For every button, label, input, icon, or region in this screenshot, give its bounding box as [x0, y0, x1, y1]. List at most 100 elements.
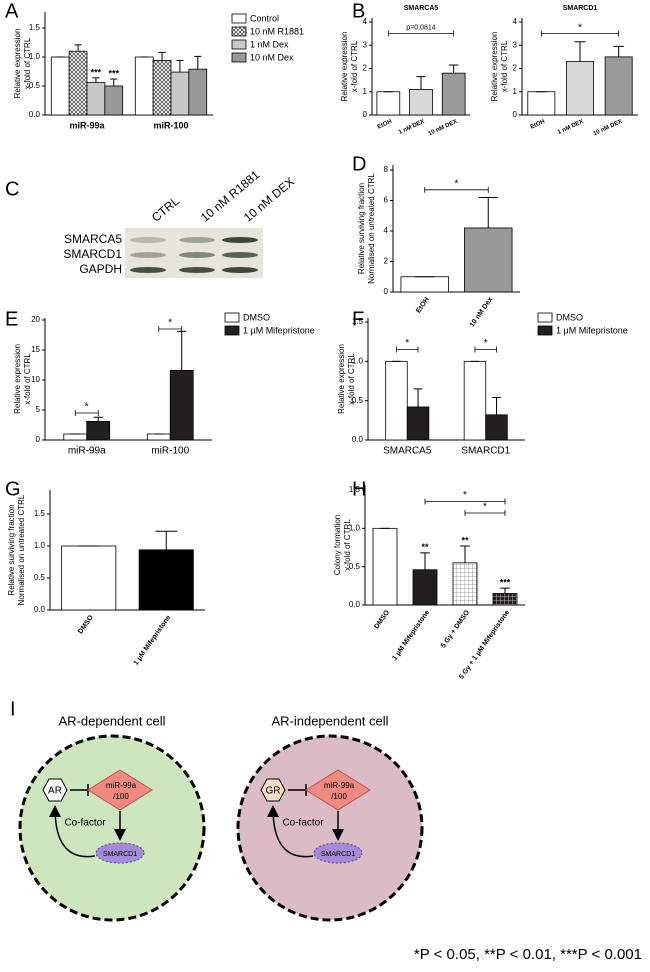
bar: [463, 360, 487, 441]
x-tick-label: miR-100: [153, 120, 188, 130]
y-tick-label: 0.0: [349, 600, 361, 609]
x-tick-label: 1 nM DEX: [398, 119, 426, 136]
legend-label: 1 µM Mifepristone: [243, 325, 315, 335]
bracket: [424, 498, 506, 505]
bracket: [158, 326, 183, 332]
y-tick-label: 3: [363, 40, 368, 49]
y-axis-label: Relative expression: [490, 32, 499, 102]
bracket: [540, 30, 620, 37]
y-tick-label: 1.0: [34, 541, 46, 550]
x-tick-label: miR-99a: [69, 120, 105, 130]
legend-label: 10 nM Dex: [250, 52, 294, 62]
cell-title: AR-independent cell: [271, 713, 388, 728]
chart-title: SMARCD1: [563, 5, 598, 12]
y-axis-label: Relative expression: [340, 32, 349, 102]
bar: [169, 369, 194, 441]
y-axis-label: Normalised on untreated CTRL: [367, 173, 376, 284]
error-bar: [92, 77, 100, 83]
footnote: *P < 0.05, **P < 0.01, ***P < 0.001: [414, 946, 642, 963]
error-bar: [478, 196, 498, 228]
link-label: Co-factor: [64, 818, 106, 829]
legend-label: 10 nM R1881: [250, 26, 304, 36]
mirna: [87, 769, 153, 811]
y-tick-label: 6: [384, 196, 389, 205]
cell-title: AR-dependent cell: [59, 713, 166, 728]
bar: [441, 72, 466, 116]
error-bar: [93, 416, 103, 422]
cell-ar-independent: AR-independent cell GR miR-99a /100 SMAR…: [236, 713, 424, 922]
y-axis-label: x-fold of CTRL: [23, 37, 32, 89]
bar: [400, 276, 449, 293]
significance: ***: [500, 578, 511, 588]
panel-letter: H: [352, 478, 366, 500]
y-tick-label: 0: [384, 287, 389, 296]
y-axis-label: x-fold of CTRL: [350, 40, 359, 92]
y-tick-label: 5: [36, 405, 41, 414]
y-tick-label: 10: [31, 375, 40, 384]
y-tick-label: 1.0: [352, 356, 364, 365]
band: [130, 267, 166, 273]
error-bar: [176, 59, 184, 73]
y-tick-label: 2: [363, 64, 368, 73]
legend-swatch: [231, 52, 247, 63]
bar: [50, 56, 70, 116]
error-bar: [460, 545, 470, 563]
x-tick-label: DMSO: [373, 609, 391, 631]
x-tick-label: SMARCD1: [461, 446, 510, 457]
error-bar: [416, 76, 426, 90]
y-tick-label: 0.5: [29, 81, 41, 90]
x-tick-label: 1 µM Mifepristone: [391, 609, 431, 662]
cell-ar-dependent: AR-dependent cell AR miR-99a /100 SMARCD…: [18, 713, 206, 922]
y-tick-label: 1: [363, 87, 368, 96]
y-axis-label: x-fold of CTRL: [500, 40, 509, 92]
x-tick-label: EtOH: [377, 119, 393, 131]
y-axis-label: x-fold of CTRL: [343, 519, 352, 571]
receptor-label: GR: [266, 786, 281, 797]
y-tick-label: 1.5: [349, 485, 361, 494]
y-tick-label: 1.0: [349, 523, 361, 532]
bracket: [74, 410, 99, 416]
bar: [104, 85, 124, 116]
mirna-label: miR-99a: [324, 781, 355, 790]
band: [179, 237, 215, 243]
bar: [146, 433, 171, 441]
panel-letter: F: [352, 308, 364, 330]
significance: *: [405, 338, 409, 349]
y-tick-label: 0.0: [352, 435, 364, 444]
y-tick-label: 0: [36, 435, 41, 444]
bar: [412, 569, 438, 606]
significance: ***: [109, 68, 120, 78]
cell: [236, 734, 424, 922]
error-bar: [413, 388, 423, 407]
bar: [138, 549, 194, 611]
legend-swatch: [224, 325, 240, 336]
bracket: [424, 186, 489, 193]
error-bar: [492, 397, 501, 415]
legend-label: Control: [250, 13, 279, 23]
y-axis-label: x-fold of CTRL: [23, 353, 32, 405]
bracket: [396, 346, 419, 353]
target-label: SMARCD1: [321, 851, 355, 858]
error-bar: [613, 45, 625, 57]
band-label: SMARCA5: [64, 232, 122, 246]
y-tick-label: 2: [513, 64, 518, 73]
band: [179, 252, 215, 258]
band-label: SMARCD1: [63, 247, 122, 261]
y-tick-label: 1: [513, 87, 518, 96]
y-tick-label: 0.5: [352, 396, 364, 405]
band: [130, 237, 166, 243]
y-axis-label: Relative surviving fraction: [7, 504, 16, 595]
receptor: [42, 778, 68, 802]
significance: *: [484, 338, 488, 349]
chart-title: SMARCA5: [404, 5, 439, 12]
y-axis-label: Relative surviving fraction: [357, 183, 366, 274]
y-tick-label: 1.5: [352, 317, 364, 326]
band-label: GAPDH: [79, 262, 122, 276]
panel-letter: A: [5, 0, 19, 22]
bar: [604, 56, 633, 116]
y-tick-label: 15: [31, 345, 40, 354]
mirna: [305, 769, 371, 811]
panel-letter: G: [5, 478, 21, 500]
receptor-label: AR: [48, 786, 62, 797]
panel-letter: D: [352, 153, 366, 175]
